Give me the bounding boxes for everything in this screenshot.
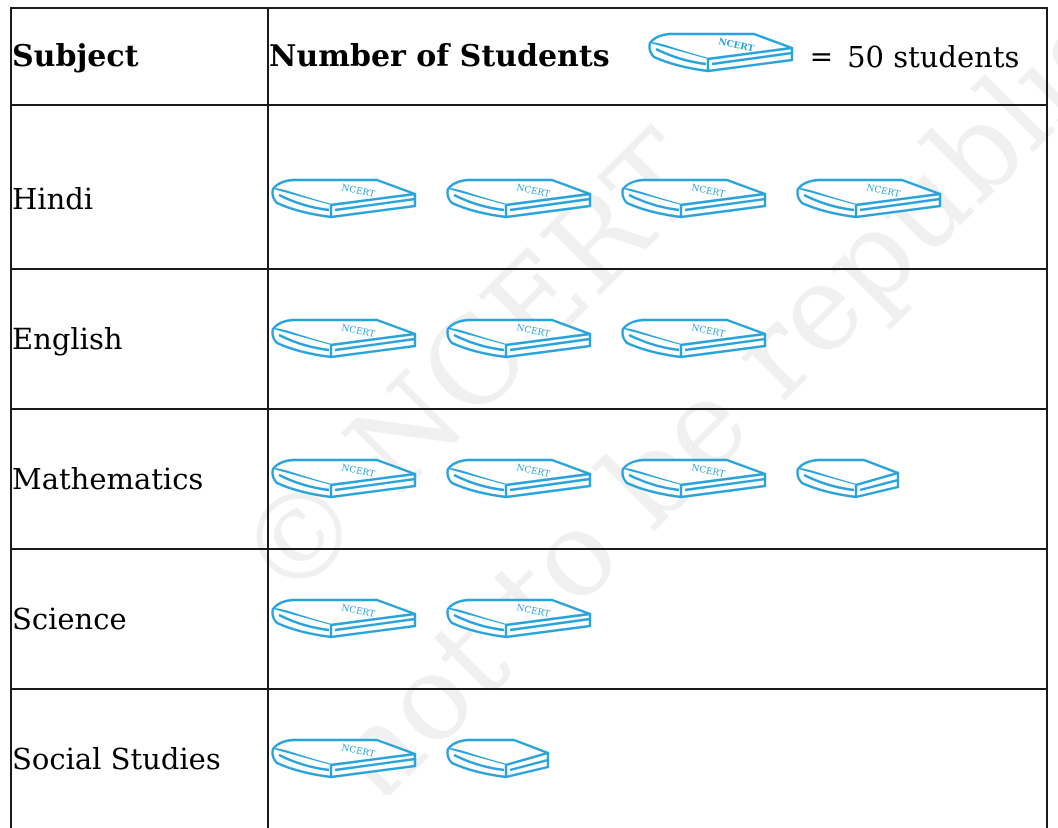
table-row: Social Studies NCERT — [10, 688, 1048, 828]
subject-label: Hindi — [10, 104, 269, 270]
half-book-icon — [796, 458, 899, 499]
book-icon: NCERT — [446, 598, 592, 639]
symbol-cell: NCERT NCERT NCERT — [267, 268, 1048, 410]
table-row: Science NCERT NCERT — [10, 548, 1048, 690]
book-icon: NCERT — [796, 178, 942, 219]
subject-label: Science — [10, 548, 269, 690]
subject-header: Subject — [10, 7, 269, 106]
key-book-icon: NCERT — [646, 31, 796, 83]
table-row: English NCERT NCERT NCERT — [10, 268, 1048, 410]
subject-label: English — [10, 268, 269, 410]
book-icon: NCERT — [621, 318, 767, 359]
book-icon: NCERT — [271, 318, 417, 359]
half-book-icon — [446, 738, 549, 779]
book-icon: NCERT — [271, 738, 417, 779]
key-value: 50 students — [847, 39, 1020, 74]
students-header: Number of Students NCERT = 50 students — [267, 7, 1048, 106]
book-icon: NCERT — [621, 178, 767, 219]
symbol-cell: NCERT NCERT NCERT NCERT — [267, 104, 1048, 270]
symbol-cell: NCERT NCERT — [267, 548, 1048, 690]
book-icon: NCERT — [621, 458, 767, 499]
table-row: Hindi NCERT NCERT NCERT NCERT — [10, 104, 1048, 270]
subject-label: Mathematics — [10, 408, 269, 550]
key-equals: = — [809, 40, 834, 73]
book-icon: NCERT — [271, 598, 417, 639]
book-icon: NCERT — [271, 178, 417, 219]
book-icon: NCERT — [446, 178, 592, 219]
book-icon: NCERT — [271, 458, 417, 499]
header-row: Subject Number of Students NCERT = 50 st… — [10, 7, 1048, 106]
subject-label: Social Studies — [10, 688, 269, 828]
table-row: Mathematics NCERT NCERT NCERT — [10, 408, 1048, 550]
book-icon: NCERT — [446, 318, 592, 359]
students-header-label: Number of Students — [269, 39, 610, 74]
symbol-cell: NCERT — [267, 688, 1048, 828]
pictograph-table: Subject Number of Students NCERT = 50 st… — [10, 7, 1048, 828]
book-icon: NCERT — [446, 458, 592, 499]
symbol-cell: NCERT NCERT NCERT — [267, 408, 1048, 550]
